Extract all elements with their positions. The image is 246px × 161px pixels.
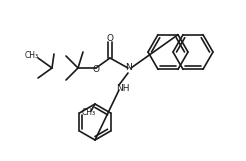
Text: O: O (107, 33, 113, 43)
Text: CH₃: CH₃ (25, 51, 39, 60)
Text: N: N (125, 62, 131, 71)
Text: CH₃: CH₃ (82, 108, 96, 117)
Text: O: O (92, 65, 99, 74)
Text: NH: NH (116, 84, 130, 93)
